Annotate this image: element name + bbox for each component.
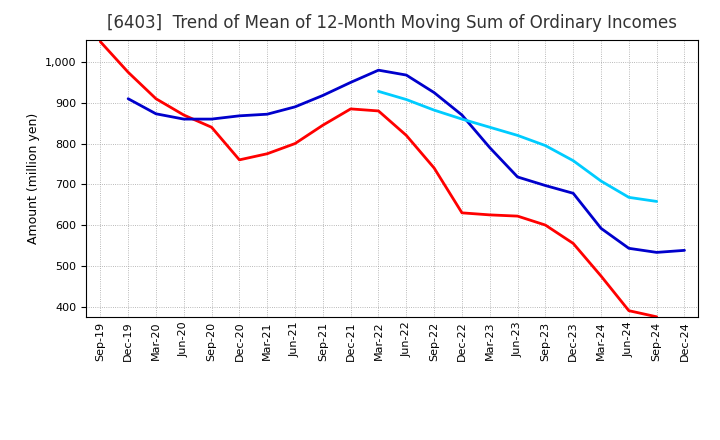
3 Years [291,141,300,146]
3 Years [513,213,522,219]
3 Years [569,241,577,246]
Line: 3 Years: 3 Years [100,42,657,317]
Line: 7 Years: 7 Years [379,92,657,202]
3 Years [263,151,271,156]
7 Years [624,195,633,200]
5 Years [179,117,188,122]
5 Years [652,250,661,255]
5 Years [485,145,494,150]
5 Years [207,117,216,122]
3 Years [152,96,161,101]
3 Years [374,108,383,114]
5 Years [152,111,161,117]
5 Years [569,191,577,196]
5 Years [235,113,243,118]
5 Years [346,80,355,85]
3 Years [346,106,355,111]
5 Years [402,73,410,78]
3 Years [402,133,410,138]
3 Years [541,223,550,228]
5 Years [318,93,327,98]
7 Years [597,178,606,183]
Title: [6403]  Trend of Mean of 12-Month Moving Sum of Ordinary Incomes: [6403] Trend of Mean of 12-Month Moving … [107,15,678,33]
7 Years [485,125,494,130]
3 Years [235,157,243,162]
3 Years [597,273,606,279]
5 Years [291,104,300,110]
3 Years [485,212,494,217]
5 Years [263,112,271,117]
5 Years [624,246,633,251]
Line: 5 Years: 5 Years [128,70,685,253]
7 Years [458,117,467,122]
3 Years [318,123,327,128]
5 Years [430,90,438,95]
5 Years [597,226,606,231]
3 Years [179,112,188,117]
5 Years [513,174,522,180]
3 Years [96,39,104,44]
3 Years [652,314,661,319]
7 Years [374,89,383,94]
7 Years [402,97,410,102]
7 Years [513,133,522,138]
3 Years [430,165,438,171]
7 Years [652,199,661,204]
5 Years [374,67,383,73]
Y-axis label: Amount (million yen): Amount (million yen) [27,113,40,244]
3 Years [624,308,633,313]
3 Years [458,210,467,216]
7 Years [569,158,577,163]
7 Years [541,143,550,148]
5 Years [124,96,132,101]
3 Years [124,70,132,75]
5 Years [458,112,467,117]
5 Years [680,248,689,253]
5 Years [541,183,550,188]
3 Years [207,125,216,130]
7 Years [430,107,438,113]
